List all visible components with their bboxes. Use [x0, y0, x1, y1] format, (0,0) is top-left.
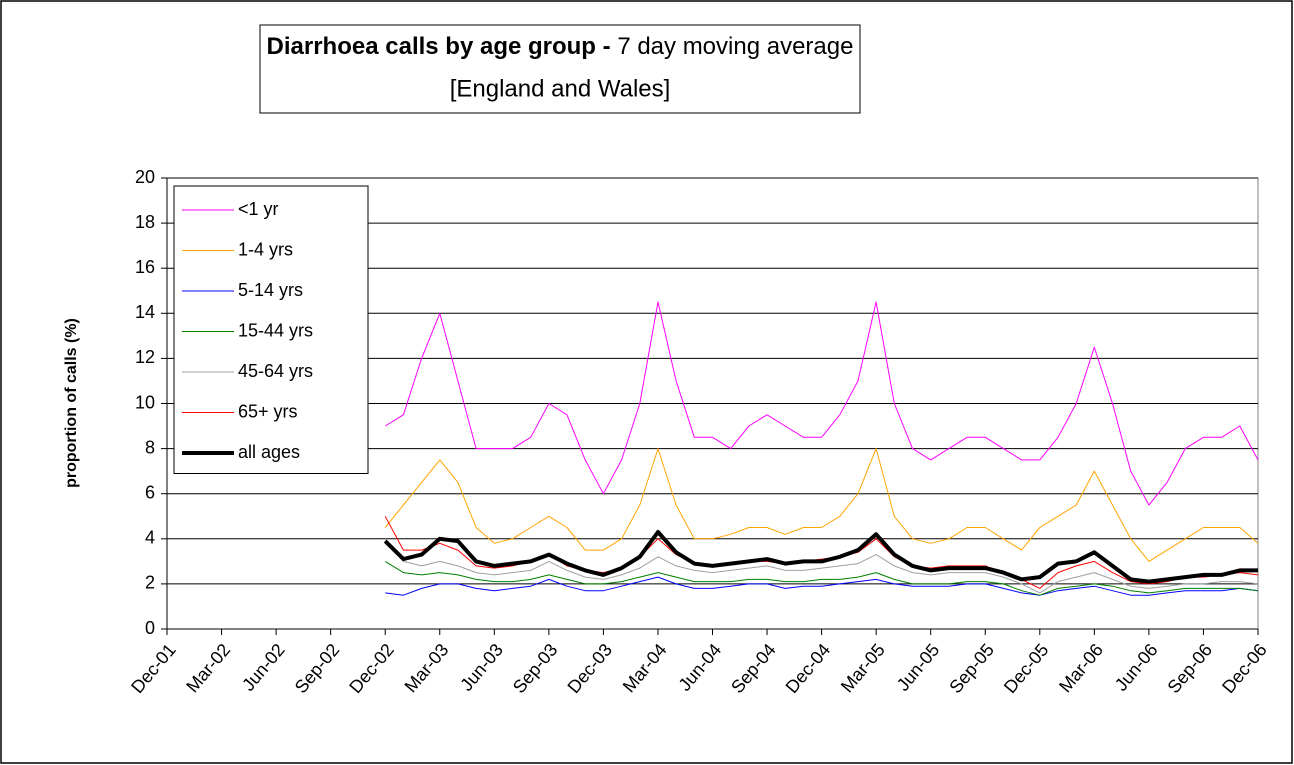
legend-label: 65+ yrs — [238, 401, 298, 421]
y-tick-label: 2 — [145, 573, 155, 593]
title-box — [259, 24, 861, 114]
y-tick-label: 12 — [135, 347, 155, 367]
chart-title: Diarrhoea calls by age group - 7 day mov… — [267, 33, 854, 60]
y-tick-label: 10 — [135, 392, 155, 412]
y-tick-label: 4 — [145, 528, 155, 548]
legend-label: all ages — [238, 442, 300, 462]
series-line — [384, 538, 1259, 594]
series-line — [384, 560, 1259, 596]
series-line — [385, 576, 1259, 596]
legend-label: 1-4 yrs — [238, 239, 293, 259]
series-line — [383, 530, 1258, 584]
series-line — [384, 448, 1259, 562]
subtitle: 7 day moving average — [617, 33, 853, 60]
title-bold: Diarrhoea calls by age group - — [267, 33, 611, 60]
y-axis-label: proportion of calls (%) — [63, 318, 80, 488]
y-tick-label: 6 — [145, 482, 155, 502]
y-tick-label: 16 — [135, 257, 155, 277]
legend-box — [173, 185, 369, 474]
y-tick-label: 14 — [135, 302, 155, 322]
legend-label: 5-14 yrs — [238, 280, 303, 300]
legend-label: <1 yr — [238, 199, 279, 219]
legend-label: 15-44 yrs — [238, 320, 313, 340]
y-tick-label: 0 — [145, 618, 155, 638]
subtitle2: [England and Wales] — [450, 75, 671, 102]
series-line — [384, 301, 1259, 506]
y-tick-label: 8 — [145, 437, 155, 457]
legend-label: 45-64 yrs — [238, 361, 313, 381]
y-tick-label: 20 — [135, 167, 155, 187]
y-tick-label: 18 — [135, 212, 155, 232]
